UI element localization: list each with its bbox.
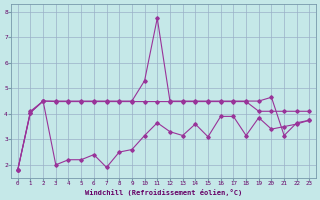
X-axis label: Windchill (Refroidissement éolien,°C): Windchill (Refroidissement éolien,°C) — [85, 189, 242, 196]
